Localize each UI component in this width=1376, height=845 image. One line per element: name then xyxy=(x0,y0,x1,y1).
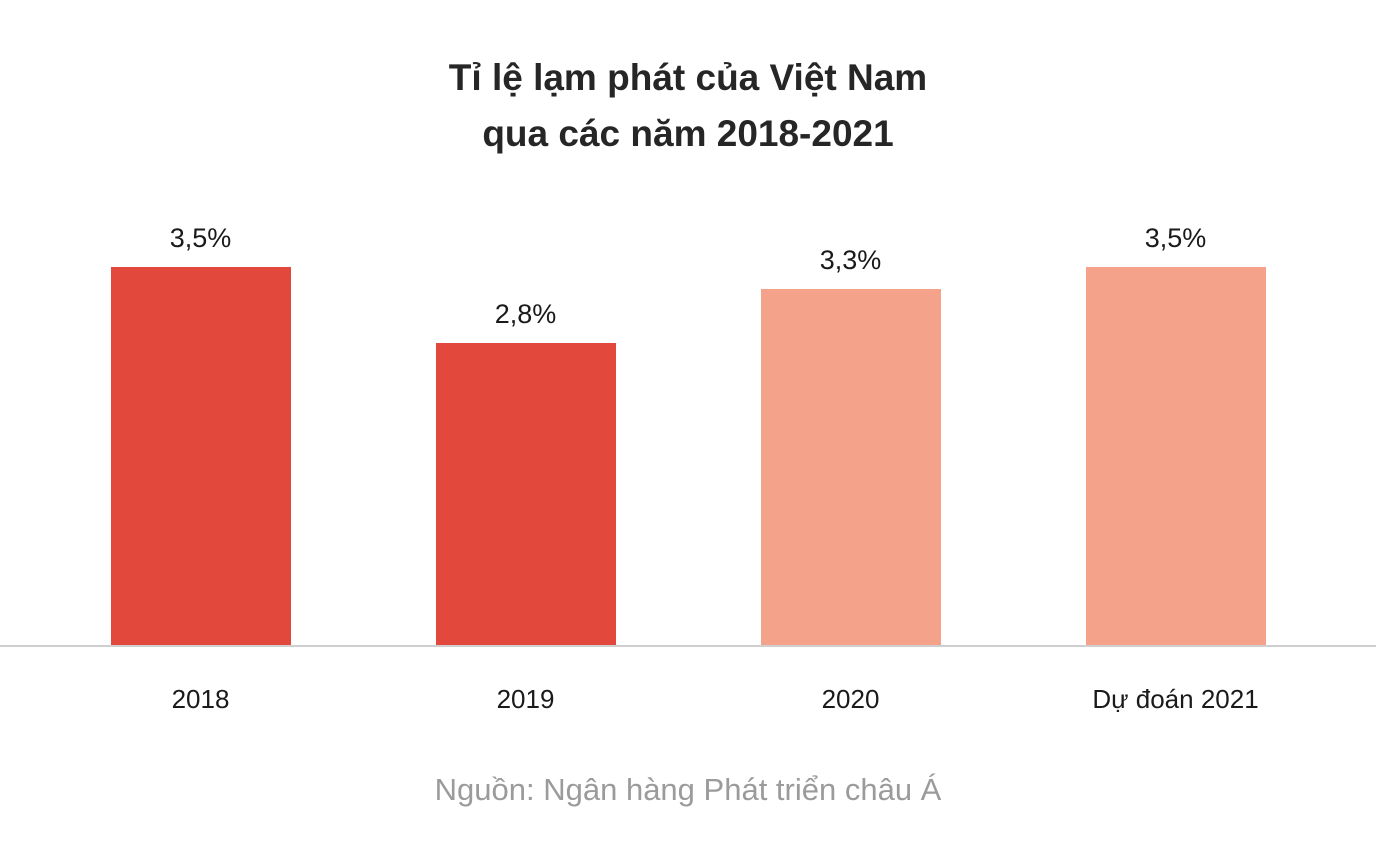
category-label: Dự đoán 2021 xyxy=(1092,684,1259,714)
bar-slot: 3,5% xyxy=(1013,223,1338,645)
bar xyxy=(1085,267,1266,645)
chart-title-line-2: qua các năm 2018-2021 xyxy=(482,112,894,154)
bars-row: 3,5% 2,8% 3,3% 3,5% xyxy=(38,0,1338,645)
bar xyxy=(435,343,616,645)
bar-value-label: 2,8% xyxy=(494,299,557,329)
category-label: 2019 xyxy=(496,684,555,714)
bar-value-label: 3,3% xyxy=(819,245,882,275)
bar-value-label: 3,5% xyxy=(1144,223,1207,253)
category-label: 2018 xyxy=(171,684,230,714)
chart-title-line-1: Tỉ lệ lạm phát của Việt Nam xyxy=(448,57,928,98)
source-caption: Nguồn: Ngân hàng Phát triển châu Á xyxy=(434,772,942,807)
bar-slot: 2,8% xyxy=(363,299,688,645)
chart-title: Tỉ lệ lạm phát của Việt Nam qua các năm … xyxy=(0,50,1376,161)
category-label: 2020 xyxy=(821,684,880,714)
category-labels-row: 2018 2019 2020 Dự đoán 2021 xyxy=(38,684,1338,715)
bar-value-label: 3,5% xyxy=(169,223,232,253)
bar-slot: 3,5% xyxy=(38,223,363,645)
bar xyxy=(110,267,291,645)
x-axis-line xyxy=(0,645,1376,647)
bar xyxy=(760,289,941,645)
bar-slot: 3,3% xyxy=(688,245,1013,645)
